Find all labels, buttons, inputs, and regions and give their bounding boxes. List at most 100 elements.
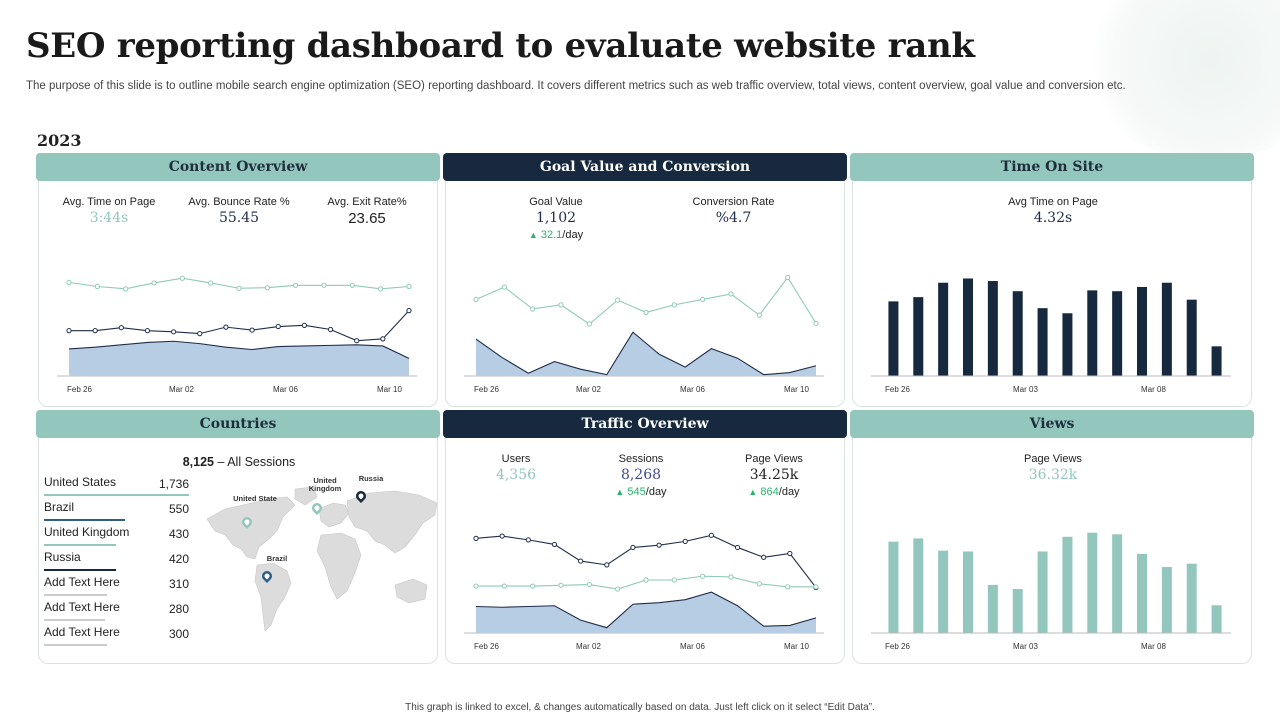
page-title: SEO reporting dashboard to evaluate webs… xyxy=(26,26,975,66)
x-tick-label: Mar 06 xyxy=(273,385,298,394)
map-country-label: United State xyxy=(233,494,277,503)
data-point xyxy=(123,286,129,292)
metric-value: 8,268 xyxy=(620,467,662,483)
data-point xyxy=(293,282,299,288)
country-bar xyxy=(44,544,117,546)
north-america-shape xyxy=(206,496,296,560)
data-point xyxy=(301,322,307,328)
time-on-site-header: Time On Site xyxy=(850,153,1254,181)
data-point xyxy=(66,328,72,334)
bar xyxy=(1186,299,1197,376)
data-point xyxy=(171,329,177,335)
metric-label: Avg. Time on Page xyxy=(62,196,156,208)
map-pin-icon xyxy=(353,488,369,504)
traffic-overview-chart: Feb 26 Mar 02 Mar 06 Mar 10 xyxy=(464,532,824,651)
europe-shape xyxy=(318,502,350,528)
country-sessions: 300 xyxy=(168,627,189,641)
data-point xyxy=(643,577,649,583)
metric-label: Avg. Exit Rate% xyxy=(327,196,407,208)
data-point xyxy=(682,538,688,544)
change-unit: /day xyxy=(645,486,667,498)
data-point xyxy=(700,296,706,303)
bar xyxy=(888,301,899,376)
dark-line-series xyxy=(475,534,817,588)
x-tick-label: Mar 02 xyxy=(576,385,601,394)
metric-label: Sessions xyxy=(618,453,664,465)
country-row: Add Text Here 280 xyxy=(44,600,189,625)
area-series-fill xyxy=(69,341,409,376)
content-overview-chart: Feb 26 Mar 02 Mar 06 Mar 10 xyxy=(57,275,417,394)
data-point xyxy=(223,324,229,330)
country-row: Add Text Here 300 xyxy=(44,625,189,650)
country-name: United Kingdom xyxy=(44,525,130,539)
data-point xyxy=(473,296,479,303)
bar xyxy=(1161,282,1172,376)
data-point xyxy=(501,284,507,290)
country-row: United States 1,736 xyxy=(44,475,189,500)
bar xyxy=(938,550,949,633)
data-point xyxy=(94,283,100,290)
content-overview-panel: Content Overview Avg. Time on Page 3:44s… xyxy=(36,153,440,407)
map-pin-icon xyxy=(259,568,275,584)
map-pin-icon xyxy=(309,500,325,516)
footer-note: This graph is linked to excel, & changes… xyxy=(405,702,875,713)
change-value: 545 xyxy=(627,486,646,498)
metric-value: 36.32k xyxy=(1028,467,1078,483)
country-bar xyxy=(44,644,107,646)
map-country-label: United Kingdom xyxy=(308,476,342,493)
bar xyxy=(1012,291,1023,376)
bar xyxy=(963,278,973,376)
data-point xyxy=(756,581,762,587)
metric-value: 4.32s xyxy=(1033,210,1073,226)
traffic-overview-header: Traffic Overview xyxy=(443,410,847,438)
map-pin-icon xyxy=(239,514,255,530)
data-point xyxy=(321,282,327,288)
country-name: Russia xyxy=(44,550,81,564)
up-triangle-icon: ▲ xyxy=(748,487,758,497)
data-point xyxy=(501,583,507,589)
metric-label: Page Views xyxy=(1024,453,1082,465)
area-series-line xyxy=(68,340,410,359)
x-tick-label: Mar 10 xyxy=(784,385,809,394)
views-header: Views xyxy=(850,410,1254,438)
goal-value-header: Goal Value and Conversion xyxy=(443,153,847,181)
data-point xyxy=(179,275,185,281)
bar xyxy=(1087,532,1098,633)
asia-shape xyxy=(346,490,438,554)
bar xyxy=(1037,551,1048,633)
light-line-series xyxy=(475,276,817,325)
country-sessions: 430 xyxy=(168,527,189,541)
page-views-change: ▲ 864/day xyxy=(714,486,834,498)
bar xyxy=(987,584,998,633)
x-tick-label: Mar 06 xyxy=(680,385,705,394)
goal-value-panel: Goal Value and Conversion Goal Value 1,1… xyxy=(443,153,847,407)
bar xyxy=(1062,536,1073,633)
data-point xyxy=(728,574,734,580)
up-triangle-icon: ▲ xyxy=(528,230,538,240)
metric-label: Goal Value xyxy=(529,196,583,208)
data-point xyxy=(530,583,536,589)
bar xyxy=(913,297,924,376)
country-bar xyxy=(44,494,189,496)
country-row: Russia 420 xyxy=(44,550,189,575)
conversion-rate-metric: Conversion Rate %4.7 xyxy=(671,196,796,226)
country-row: Add Text Here 310 xyxy=(44,575,189,600)
country-sessions: 550 xyxy=(168,502,189,516)
data-point xyxy=(615,586,621,592)
country-row: Brazil 550 xyxy=(44,500,189,525)
content-overview-header: Content Overview xyxy=(36,153,440,181)
views-panel: Views Page Views 36.32k Feb 26 Mar 03 Mar … xyxy=(850,410,1254,664)
data-point xyxy=(813,584,819,590)
goal-value-chart: Feb 26 Mar 02 Mar 06 Mar 10 xyxy=(464,274,824,394)
area-series-fill xyxy=(476,592,816,633)
x-tick-label: Mar 02 xyxy=(576,642,601,651)
metric-value: 55.45 xyxy=(218,210,260,226)
bar xyxy=(1037,308,1048,376)
bar xyxy=(1112,291,1123,376)
data-point xyxy=(700,573,706,579)
map-country-label: Russia xyxy=(358,474,384,483)
sessions-label: All Sessions xyxy=(227,455,296,469)
data-point xyxy=(615,297,621,303)
data-point xyxy=(787,550,793,557)
data-point xyxy=(756,312,762,318)
